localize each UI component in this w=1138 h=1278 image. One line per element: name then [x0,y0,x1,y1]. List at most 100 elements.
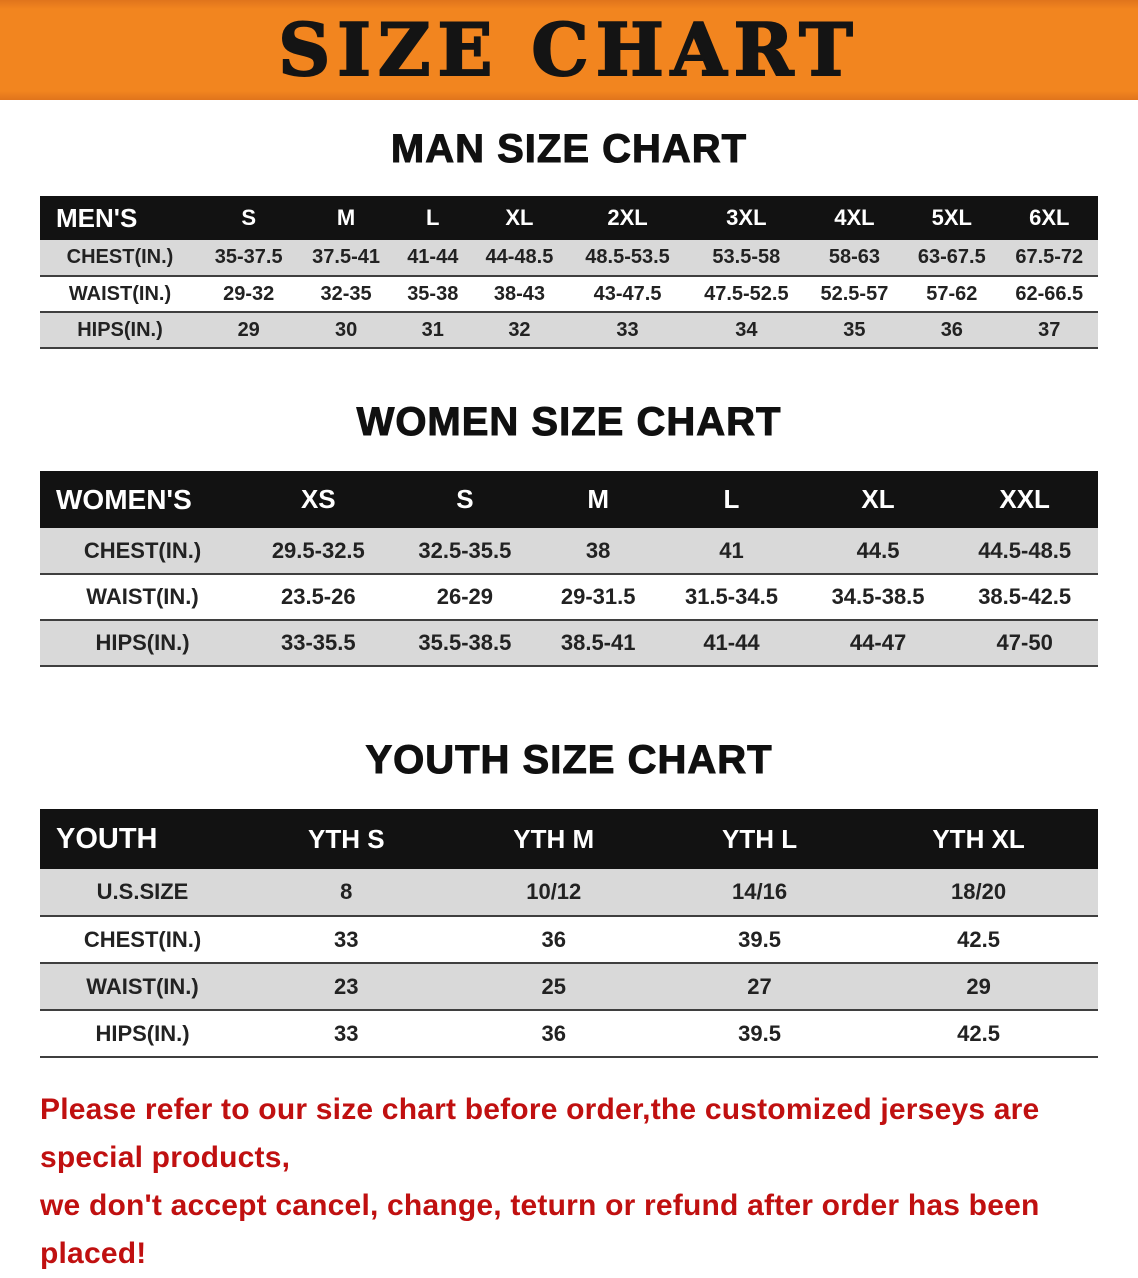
size-value-cell: 36 [447,916,660,964]
size-column-header: YTH S [245,809,448,869]
size-value-cell: 38-43 [470,276,569,313]
men-section-heading: MAN SIZE CHART [390,127,748,172]
measurement-label: HIPS(IN.) [40,620,245,667]
size-value-cell: 35-38 [394,276,471,313]
size-column-header: XXL [951,471,1098,528]
size-value-cell: 32-35 [297,276,395,313]
size-value-cell: 39.5 [659,1010,860,1058]
size-column-header: YTH L [659,809,860,869]
size-value-cell: 30 [297,312,395,349]
order-policy-note: Please refer to our size chart before or… [40,1086,1098,1278]
table-title-cell: YOUTH [40,809,245,869]
size-value-cell: 10/12 [447,869,660,917]
size-value-cell: 41-44 [394,240,471,277]
size-value-cell: 38.5-42.5 [951,574,1098,621]
size-column-header: YTH XL [859,809,1098,869]
size-value-cell: 47-50 [951,620,1098,667]
size-value-cell: 26-29 [391,574,539,621]
size-column-header: L [394,196,471,240]
measurement-label: HIPS(IN.) [40,312,200,349]
size-column-header: XS [245,471,392,528]
size-value-cell: 41-44 [658,620,805,667]
size-column-header: XL [804,471,952,528]
table-title-cell: WOMEN'S [40,471,245,528]
size-value-cell: 37.5-41 [297,240,395,277]
size-value-cell: 58-63 [805,240,904,277]
size-value-cell: 33 [568,312,687,349]
size-value-cell: 53.5-58 [686,240,806,277]
measurement-label: WAIST(IN.) [40,963,245,1011]
size-value-cell: 34 [686,312,806,349]
size-column-header: S [391,471,539,528]
size-value-cell: 36 [903,312,1001,349]
note-line-1: Please refer to our size chart before or… [40,1093,1040,1174]
table-row: CHEST(IN.) 33 36 39.5 42.5 [40,916,1098,964]
size-chart-banner: SIZE CHART [0,0,1138,100]
size-value-cell: 29-31.5 [538,574,659,621]
note-line-2: we don't accept cancel, change, teturn o… [40,1189,1040,1270]
measurement-label: WAIST(IN.) [40,276,200,313]
size-column-header: 3XL [686,196,806,240]
size-value-cell: 44.5 [804,528,952,575]
size-value-cell: 62-66.5 [1000,276,1098,313]
measurement-label: U.S.SIZE [40,869,245,917]
size-value-cell: 34.5-38.5 [804,574,952,621]
size-value-cell: 23.5-26 [245,574,392,621]
table-row: HIPS(IN.) 33 36 39.5 42.5 [40,1010,1098,1058]
size-value-cell: 14/16 [659,869,860,917]
measurement-label: CHEST(IN.) [40,916,245,964]
women-section-heading: WOMEN SIZE CHART [356,400,782,445]
size-column-header: S [200,196,298,240]
page-title: SIZE CHART [277,7,860,92]
size-value-cell: 44-47 [804,620,952,667]
size-value-cell: 63-67.5 [903,240,1001,277]
youth-section-heading: YOUTH SIZE CHART [365,738,773,783]
table-row: WAIST(IN.) 29-32 32-35 35-38 38-43 43-47.5 47.… [40,276,1098,313]
size-column-header: M [538,471,659,528]
size-value-cell: 32 [470,312,569,349]
table-row: WAIST(IN.) 23 25 27 29 [40,963,1098,1011]
table-title-cell: MEN'S [40,196,200,240]
size-value-cell: 33 [245,1010,448,1058]
table-row: HIPS(IN.) 33-35.5 35.5-38.5 38.5-41 41-44 44-… [40,620,1098,667]
size-value-cell: 33-35.5 [245,620,392,667]
size-value-cell: 18/20 [859,869,1098,917]
size-value-cell: 29.5-32.5 [245,528,392,575]
size-value-cell: 44.5-48.5 [951,528,1098,575]
size-value-cell: 29 [859,963,1098,1011]
size-value-cell: 41 [658,528,805,575]
size-value-cell: 52.5-57 [805,276,904,313]
size-value-cell: 42.5 [859,1010,1098,1058]
size-value-cell: 31 [394,312,471,349]
women-size-table: WOMEN'S XS S M L XL XXL CHEST(IN.) 29.5-32.5 32.5… [40,471,1098,667]
table-row: CHEST(IN.) 29.5-32.5 32.5-35.5 38 41 44.5 44.5… [40,528,1098,575]
table-header-row: YOUTH YTH S YTH M YTH L YTH XL [40,809,1098,869]
size-value-cell: 8 [245,869,448,917]
size-value-cell: 67.5-72 [1000,240,1098,277]
size-column-header: 6XL [1000,196,1098,240]
size-value-cell: 29-32 [200,276,298,313]
measurement-label: HIPS(IN.) [40,1010,245,1058]
size-value-cell: 35 [805,312,904,349]
size-value-cell: 31.5-34.5 [658,574,805,621]
size-column-header: YTH M [447,809,660,869]
size-value-cell: 33 [245,916,448,964]
size-column-header: 4XL [805,196,904,240]
women-size-section: WOMEN SIZE CHART WOMEN'S XS S M L XL XXL CHEST(… [0,399,1138,667]
table-header-row: MEN'S S M L XL 2XL 3XL 4XL 5XL 6XL [40,196,1098,240]
size-value-cell: 25 [447,963,660,1011]
size-value-cell: 38.5-41 [538,620,659,667]
size-value-cell: 23 [245,963,448,1011]
size-value-cell: 35.5-38.5 [391,620,539,667]
youth-size-section: YOUTH SIZE CHART YOUTH YTH S YTH M YTH L YTH… [0,737,1138,1058]
size-value-cell: 35-37.5 [200,240,298,277]
size-value-cell: 38 [538,528,659,575]
size-value-cell: 32.5-35.5 [391,528,539,575]
table-row: U.S.SIZE 8 10/12 14/16 18/20 [40,869,1098,917]
size-column-header: XL [470,196,569,240]
size-value-cell: 47.5-52.5 [686,276,806,313]
size-value-cell: 57-62 [903,276,1001,313]
size-value-cell: 36 [447,1010,660,1058]
table-row: HIPS(IN.) 29 30 31 32 33 34 35 36 37 [40,312,1098,349]
